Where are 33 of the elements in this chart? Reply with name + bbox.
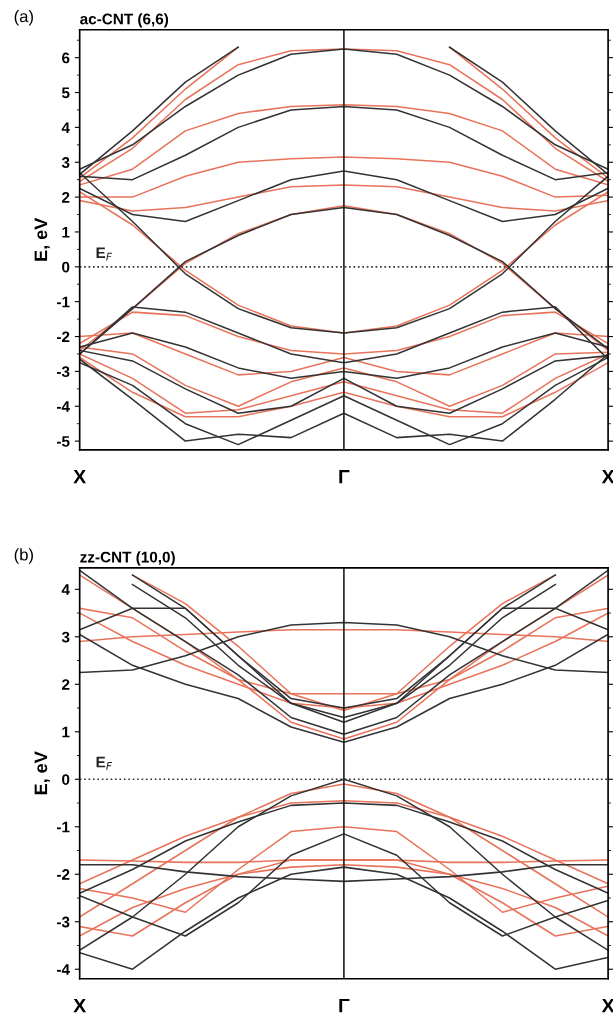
y-tick-label: -4: [56, 401, 70, 412]
x-tick-label: X: [73, 998, 86, 1013]
y-tick-label: 2: [62, 191, 70, 203]
y-tick-label: 1: [62, 726, 70, 738]
y-tick-label: 6: [62, 52, 70, 64]
y-axis-title: E, eV: [34, 217, 50, 261]
y-tick-label: 5: [61, 87, 70, 99]
y-tick-label: -2: [56, 331, 70, 343]
y-tick-label: 4: [61, 584, 70, 595]
y-tick-label: -1: [56, 296, 70, 308]
chart-title: zz-CNT (10,0): [80, 551, 175, 566]
y-tick-label: 4: [61, 122, 70, 133]
x-tick-label: X: [73, 469, 86, 484]
y-tick-label: -4: [56, 964, 70, 975]
ref-line-label: E$_{F}$: [96, 756, 113, 770]
y-tick-label: -3: [56, 366, 70, 378]
y-tick-label: 0: [62, 261, 70, 273]
y-tick-label: -2: [56, 869, 70, 880]
y-tick-label: 0: [62, 774, 70, 785]
x-tick-label: Γ: [339, 469, 350, 484]
text: (b): [14, 548, 33, 564]
y-tick-label: 1: [62, 226, 70, 238]
text: (a): [14, 10, 33, 26]
y-tick-label: 3: [61, 157, 70, 168]
y-tick-label: 2: [62, 679, 70, 690]
y-tick-label: -3: [56, 916, 70, 928]
chart-title: ac-CNT (6,6): [80, 13, 169, 28]
y-tick-label: -5: [56, 436, 70, 447]
y-tick-label: -1: [56, 821, 70, 833]
y-tick-label: 3: [61, 631, 70, 643]
ref-line-label: E$_{F}$: [96, 247, 113, 261]
y-axis-title: E, eV: [34, 751, 50, 795]
x-tick-label: Γ: [339, 998, 350, 1013]
